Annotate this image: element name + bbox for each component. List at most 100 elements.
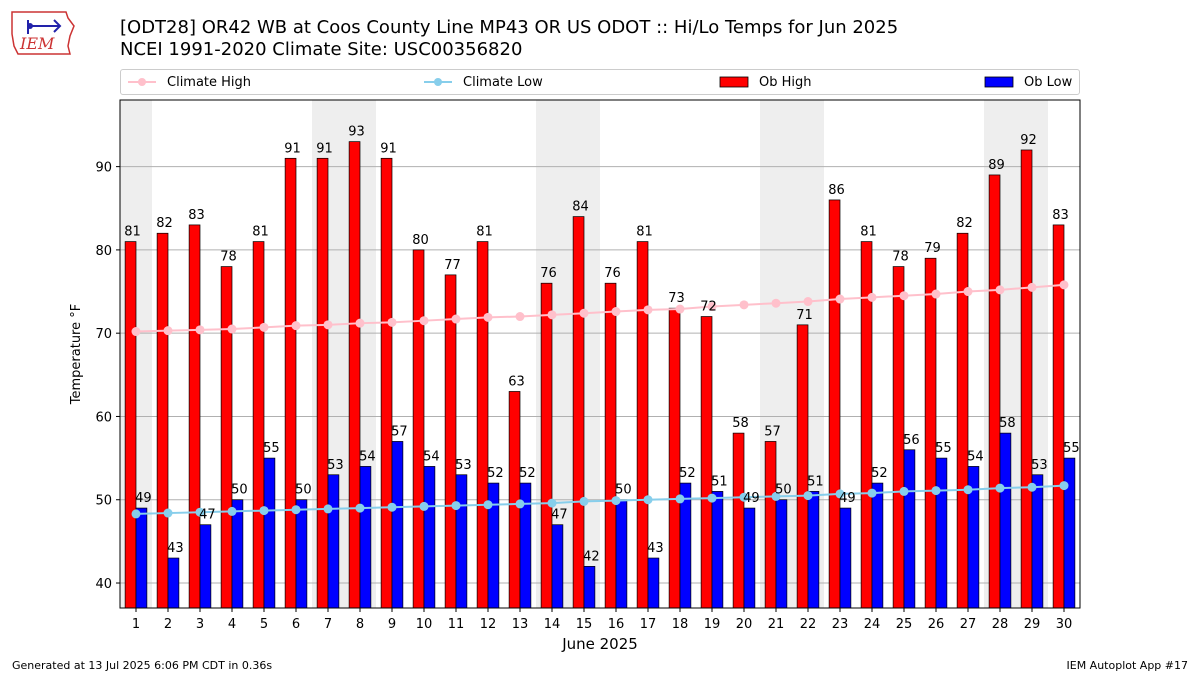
- ob-high-label-11: 77: [444, 258, 461, 273]
- title-line-1: [ODT28] OR42 WB at Coos County Line MP43…: [120, 17, 899, 38]
- x-axis-label: June 2025: [561, 635, 638, 653]
- climate-low-point-25: [899, 486, 909, 496]
- climate-high-point-11: [451, 314, 461, 324]
- ob-low-label-7: 53: [327, 458, 344, 473]
- ob-low-label-14: 47: [551, 508, 568, 523]
- ob-high-label-26: 79: [924, 241, 941, 256]
- x-tick-label-3: 3: [196, 617, 204, 632]
- ob-low-label-3: 47: [199, 508, 216, 523]
- y-tick-label-90: 90: [95, 161, 112, 176]
- ob-high-bar-10: [412, 249, 425, 609]
- y-tick-label-80: 80: [95, 244, 112, 259]
- climate-low-point-7: [323, 504, 333, 514]
- ob-high-label-17: 81: [636, 225, 653, 240]
- ob-low-label-29: 53: [1031, 458, 1048, 473]
- generated-timestamp: Generated at 13 Jul 2025 6:06 PM CDT in …: [12, 659, 273, 672]
- y-axis-label: Temperature °F: [69, 304, 84, 405]
- legend-ob-high-label: Ob High: [759, 74, 812, 90]
- x-tick-label-12: 12: [480, 617, 497, 632]
- iowa-outline-icon: [11, 11, 75, 55]
- x-tick-label-11: 11: [448, 617, 465, 632]
- ob-low-bar-10: [423, 466, 436, 609]
- ob-high-label-6: 91: [284, 141, 301, 156]
- ob-high-label-1: 81: [124, 225, 141, 240]
- bars: [124, 141, 1076, 609]
- climate-low-point-29: [1027, 482, 1037, 492]
- ob-high-bar-14: [540, 282, 553, 609]
- ob-high-label-5: 81: [252, 225, 269, 240]
- ob-low-bar-3: [199, 524, 212, 609]
- climate-high-point-13: [515, 312, 525, 322]
- climate-low-point-24: [867, 488, 877, 498]
- climate-low-point-2: [163, 508, 173, 518]
- y-tick-label-70: 70: [95, 327, 112, 342]
- ob-high-bar-19: [700, 316, 713, 609]
- climate-low-point-22: [803, 491, 813, 501]
- ob-high-label-9: 91: [380, 141, 397, 156]
- title-line-2: NCEI 1991-2020 Climate Site: USC00356820: [120, 39, 523, 60]
- ob-low-label-23: 49: [839, 491, 856, 506]
- ob-low-bar-9: [391, 441, 404, 609]
- plot-frame: [119, 99, 1081, 609]
- ob-high-label-29: 92: [1020, 133, 1037, 148]
- ob-low-bar-14: [551, 524, 564, 609]
- ob-high-label-10: 80: [412, 233, 429, 248]
- ob-low-label-11: 53: [455, 458, 472, 473]
- x-tick-label-16: 16: [608, 617, 625, 632]
- climate-low-point-10: [419, 501, 429, 511]
- ob-high-label-25: 78: [892, 250, 909, 265]
- climate-high-point-3: [195, 325, 205, 335]
- climate-high-point-12: [483, 312, 493, 322]
- climate-lines: [131, 280, 1069, 519]
- climate-low-point-8: [355, 503, 365, 513]
- ob-low-bar-16: [615, 499, 628, 609]
- climate-low-point-1: [131, 509, 141, 519]
- ob-low-label-26: 55: [935, 441, 952, 456]
- ob-low-label-10: 54: [423, 449, 440, 464]
- climate-low-point-30: [1059, 481, 1069, 491]
- climate-high-point-28: [995, 285, 1005, 295]
- ob-high-label-3: 83: [188, 208, 205, 223]
- ob-low-bar-30: [1063, 457, 1076, 609]
- x-tick-label-15: 15: [576, 617, 593, 632]
- ob-high-bar-26: [924, 257, 937, 609]
- ob-low-bar-7: [327, 474, 340, 609]
- grid-lines: [120, 166, 1080, 584]
- ob-high-label-22: 71: [796, 308, 813, 323]
- ob-low-label-18: 52: [679, 466, 696, 481]
- ob-high-label-20: 58: [732, 416, 749, 431]
- climate-low-point-20: [739, 492, 749, 502]
- climate-low-point-11: [451, 501, 461, 511]
- ob-low-bar-23: [839, 507, 852, 609]
- ob-high-label-24: 81: [860, 225, 877, 240]
- climate-low-point-15: [579, 496, 589, 506]
- legend-climate-low: Climate Low: [423, 73, 543, 91]
- climate-high-swatch-icon: [128, 78, 156, 86]
- climate-high-point-18: [675, 304, 685, 314]
- climate-low-point-5: [259, 506, 269, 516]
- ob-low-label-24: 52: [871, 466, 888, 481]
- climate-high-point-10: [419, 316, 429, 326]
- ob-low-bar-24: [871, 482, 884, 609]
- y-tick-label-50: 50: [95, 494, 112, 509]
- climate-high-point-15: [579, 308, 589, 318]
- ob-high-label-14: 76: [540, 266, 557, 281]
- data-labels: 81 82 83 78 81 91 91 93 91 80 77 81 63 76 84 76 81 73 72 58…: [124, 125, 1079, 565]
- climate-low-point-16: [611, 496, 621, 506]
- ob-low-label-28: 58: [999, 416, 1016, 431]
- ob-low-bar-8: [359, 466, 372, 609]
- climate-low-point-28: [995, 483, 1005, 493]
- climate-high-point-29: [1027, 282, 1037, 292]
- climate-high-point-2: [163, 326, 173, 336]
- climate-high-point-6: [291, 321, 301, 331]
- climate-low-point-17: [643, 495, 653, 505]
- climate-high-point-19: [707, 302, 717, 312]
- climate-high-point-7: [323, 320, 333, 330]
- ob-low-bar-17: [647, 557, 660, 609]
- ob-high-label-16: 76: [604, 266, 621, 281]
- climate-high-point-22: [803, 297, 813, 307]
- climate-high-line: [135, 283, 1065, 333]
- ob-high-label-8: 93: [348, 125, 365, 140]
- ob-low-bar-6: [295, 499, 308, 609]
